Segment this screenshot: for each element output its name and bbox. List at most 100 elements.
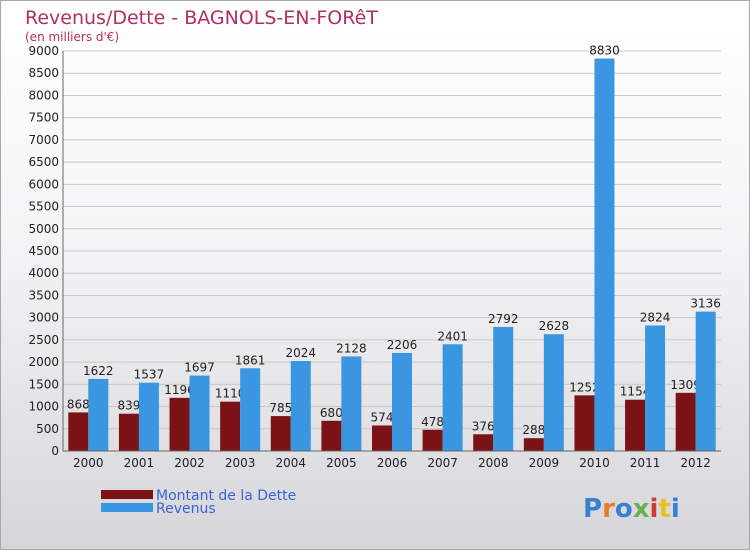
debt-data-label: 839 [117,399,140,413]
y-tick-label: 5500 [28,200,59,214]
debt-data-label: 1196 [164,383,195,397]
revenue-bar [392,352,412,451]
revenue-data-label: 3136 [690,297,721,311]
y-tick-label: 4500 [28,244,59,258]
debt-data-label: 376 [472,419,495,433]
y-tick-label: 2500 [28,333,59,347]
logo-letter: P [583,494,602,524]
debt-bar [473,434,494,451]
x-tick-label: 2009 [529,456,560,470]
y-tick-label: 6000 [28,177,59,191]
debt-data-label: 785 [269,401,292,415]
debt-data-label: 1309 [670,378,701,392]
debt-bar [422,429,443,451]
logo-letter: t [658,494,670,524]
y-tick-label: 9000 [28,44,59,58]
debt-bar [321,420,342,451]
revenue-data-label: 1697 [184,361,215,375]
debt-bar [625,399,646,451]
logo-letter: r [602,494,615,524]
revenue-data-label: 2024 [285,346,316,360]
revenue-data-label: 2824 [640,310,671,324]
x-tick-label: 2005 [326,456,357,470]
x-tick-label: 2010 [579,456,610,470]
revenue-bar [341,356,362,451]
logo-letter: x [633,494,650,524]
x-tick-label: 2004 [275,456,306,470]
debt-data-label: 574 [371,410,394,424]
x-tick-label: 2011 [630,456,661,470]
debt-bar [220,401,241,451]
logo-letter: o [615,494,633,524]
debt-data-label: 680 [320,406,343,420]
y-tick-label: 2000 [28,355,59,369]
y-tick-label: 3500 [28,288,59,302]
y-tick-label: 500 [36,422,59,436]
y-tick-label: 0 [51,444,59,458]
revenue-bar [543,334,564,451]
revenue-bar [290,361,311,451]
y-tick-label: 7000 [28,133,59,147]
debt-data-label: 868 [67,397,90,411]
x-tick-label: 2008 [478,456,509,470]
revenue-data-label: 2628 [539,319,570,333]
revenue-data-label: 2792 [488,312,519,326]
x-tick-label: 2006 [377,456,408,470]
debt-bar [574,395,595,451]
debt-bar [169,397,190,451]
revenue-data-label: 2401 [437,329,468,343]
y-tick-label: 6500 [28,155,59,169]
y-tick-label: 5000 [28,222,59,236]
debt-bar [523,438,544,451]
revenue-data-label: 2206 [387,338,418,352]
x-tick-label: 2003 [225,456,256,470]
y-tick-label: 8500 [28,66,59,80]
x-tick-label: 2007 [427,456,458,470]
revenue-data-label: 2128 [336,341,367,355]
x-axis: 2000 2001 2002 2003 2004 2005 2006 2007 2008 2009… [63,450,721,470]
x-tick-label: 2001 [124,456,155,470]
revenue-bar [442,344,463,451]
debt-bar [675,392,696,451]
x-tick-label: 2002 [174,456,205,470]
y-tick-label: 7500 [28,111,59,125]
revenue-data-label: 1861 [235,353,266,367]
debt-data-label: 1154 [620,385,651,399]
logo-text: Proxiti [583,494,680,524]
legend-swatch-revenue [101,503,153,512]
debt-bar [270,416,291,451]
logo-letter: i [650,494,659,524]
legend-label-debt: Montant de la Dette [156,488,296,504]
debt-bar [372,425,392,451]
revenue-bar [493,326,514,451]
y-tick-label: 1500 [28,377,59,391]
debt-data-label: 478 [421,415,444,429]
debt-data-label: 1252 [569,380,600,394]
revenue-data-label: 8830 [589,44,620,58]
revenue-bar [240,368,261,451]
revenue-bar [695,311,716,451]
revenue-bar [88,378,109,451]
y-tick-label: 1000 [28,400,59,414]
revenue-bar [594,58,615,452]
revenue-data-label: 1537 [134,368,165,382]
chart-title: Revenus/Dette - BAGNOLS-EN-FORêT [25,7,378,29]
proxiti-logo: Proxiti [583,494,680,524]
y-tick-label: 8000 [28,88,59,102]
revenue-bar [189,375,210,451]
x-tick-label: 2012 [680,456,711,470]
revenue-bar [138,382,159,451]
logo-letter: i [671,494,680,524]
x-tick-label: 2000 [73,456,104,470]
y-tick-label: 3000 [28,311,59,325]
debt-bar [118,413,139,451]
legend-swatch-debt [101,490,153,499]
legend-label-revenue: Revenus [156,501,216,517]
y-axis: 0 500 1000 1500 2000 2500 3000 3500 4000 4500 5000… [28,44,64,458]
debt-bar [68,412,89,451]
chart-subtitle: (en milliers d'€) [25,30,119,44]
